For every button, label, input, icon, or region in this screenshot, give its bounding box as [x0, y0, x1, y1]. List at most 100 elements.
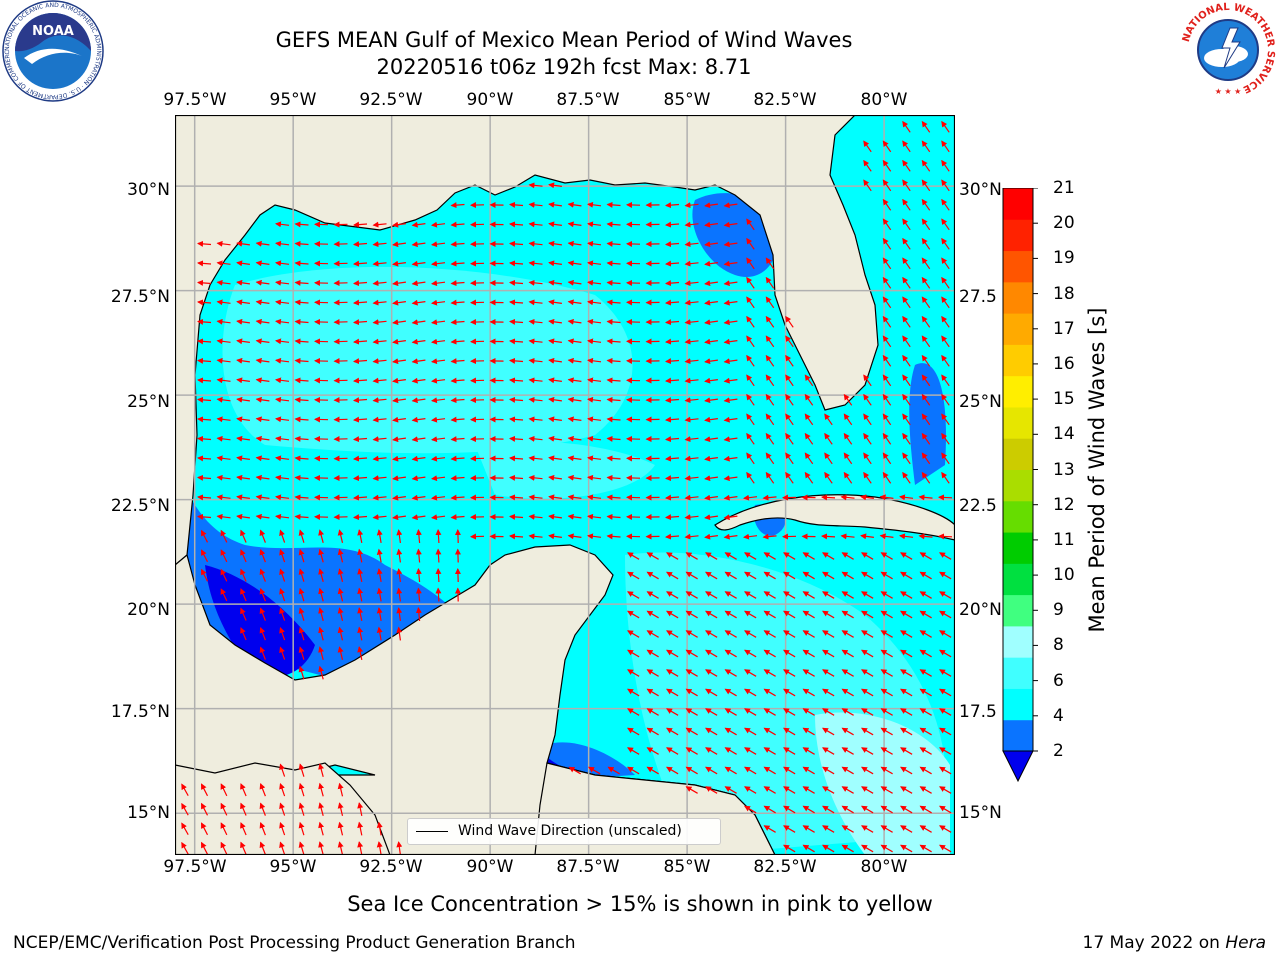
wind-arrow [763, 727, 776, 736]
wind-arrow [746, 237, 755, 250]
wind-arrow [863, 452, 872, 465]
wind-arrow [294, 357, 309, 364]
wind-arrow [509, 455, 524, 462]
wind-arrow [785, 471, 794, 484]
wind-arrow [450, 299, 465, 306]
wind-arrow [411, 455, 426, 462]
wind-arrow [255, 240, 270, 247]
wind-arrow [902, 179, 911, 192]
wind-arrow [259, 841, 266, 855]
wind-arrow [181, 783, 189, 796]
wind-arrow [821, 533, 836, 540]
wind-arrow [744, 708, 757, 716]
wind-arrow [275, 221, 290, 228]
wind-arrow [435, 529, 442, 544]
wind-arrow [824, 413, 833, 426]
map-legend: Wind Wave Direction (unscaled) [407, 818, 721, 845]
wind-arrow [665, 338, 680, 345]
wind-arrow [509, 474, 524, 481]
colorbar-tick-label: 4 [1053, 705, 1064, 726]
wind-arrow [294, 455, 309, 462]
wind-arrow [941, 237, 950, 250]
wind-arrow [450, 377, 465, 384]
wind-arrow [921, 413, 931, 426]
wind-arrow [765, 257, 775, 270]
wind-arrow [863, 393, 872, 406]
colorbar-tick-label: 10 [1053, 565, 1075, 586]
lon-tick-top: 87.5°W [556, 90, 620, 110]
wind-arrow [450, 416, 465, 423]
wind-arrow [357, 529, 364, 544]
wind-arrow [705, 688, 718, 697]
wind-arrow [723, 494, 738, 501]
wind-arrow [528, 279, 543, 286]
wind-arrow [802, 747, 815, 755]
wind-arrow [900, 708, 913, 716]
wind-arrow [216, 377, 231, 384]
wind-arrow [216, 513, 231, 520]
wind-arrow [548, 377, 562, 384]
colorbar-tick-label: 12 [1053, 494, 1075, 515]
wind-arrow [255, 318, 270, 325]
wind-arrow [509, 318, 524, 325]
wind-arrow [880, 708, 893, 716]
wind-arrow [528, 182, 543, 189]
wind-arrow [431, 475, 446, 482]
svg-text:★ ★ ★: ★ ★ ★ [1215, 87, 1242, 96]
wind-arrow [684, 514, 699, 521]
colorbar-band [1003, 532, 1033, 564]
wind-arrow [415, 529, 422, 544]
lon-tick-bottom: 90°W [466, 857, 514, 877]
wind-arrow [746, 335, 755, 348]
wind-arrow [197, 455, 212, 462]
wind-arrow [746, 276, 755, 289]
wind-arrow [902, 159, 911, 172]
wind-arrow [785, 432, 794, 445]
wind-arrow [785, 452, 794, 465]
wind-arrow [528, 513, 543, 520]
wind-arrow [255, 494, 270, 501]
colorbar-tick-label: 20 [1053, 213, 1075, 234]
wind-arrow [744, 669, 757, 677]
wind-arrow [746, 374, 755, 387]
wind-arrow [376, 841, 383, 855]
wind-arrow [372, 377, 387, 384]
wind-arrow [919, 805, 932, 814]
wind-arrow [900, 747, 913, 755]
wind-arrow [899, 533, 914, 540]
wind-arrow [685, 669, 698, 677]
lat-tick-right: 17.5 [959, 702, 997, 722]
wind-arrow [861, 786, 874, 794]
colorbar-tick-label: 8 [1053, 635, 1064, 656]
wind-arrow [240, 588, 247, 602]
wind-arrow [900, 591, 913, 599]
wind-arrow [684, 338, 699, 345]
wind-arrow [372, 416, 387, 423]
wind-arrow [665, 202, 680, 209]
wind-arrow [548, 182, 562, 189]
wind-arrow [861, 630, 874, 638]
footer-date: 17 May 2022 on Hera [1082, 933, 1267, 953]
wind-arrow [197, 338, 212, 345]
wind-arrow [802, 669, 815, 677]
wind-arrow [197, 299, 212, 306]
wind-arrow [450, 494, 465, 501]
wind-arrow [882, 471, 892, 484]
wind-arrow [744, 610, 757, 619]
wind-arrow [240, 627, 247, 641]
wind-arrow [259, 821, 266, 836]
wind-arrow [723, 358, 738, 365]
wind-arrow [528, 416, 543, 423]
wind-arrow [372, 494, 387, 501]
wind-arrow [298, 782, 305, 797]
wind-arrow [259, 782, 266, 797]
wind-arrow [587, 494, 602, 501]
footer-credit: NCEP/EMC/Verification Post Processing Pr… [13, 933, 576, 953]
wind-arrow [353, 494, 368, 501]
wind-arrow [902, 452, 911, 465]
wind-arrow [763, 747, 776, 755]
wind-arrow [921, 335, 931, 348]
wind-arrow [899, 494, 914, 501]
wind-arrow [882, 413, 892, 426]
wind-arrow [259, 626, 266, 641]
